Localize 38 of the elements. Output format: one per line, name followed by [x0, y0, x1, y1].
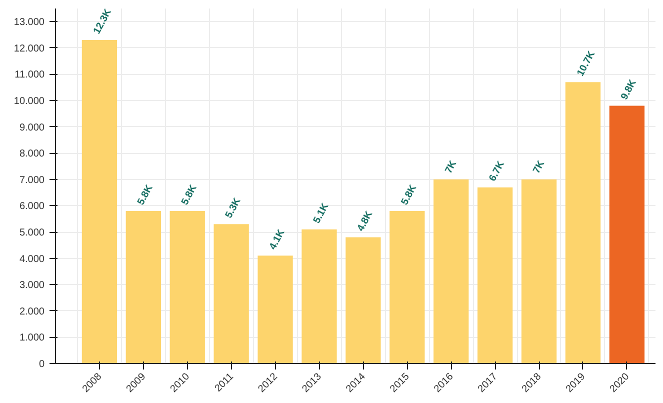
- data-label: 5.8K: [136, 182, 156, 207]
- data-label: 7K: [531, 158, 548, 176]
- bar: [214, 224, 249, 364]
- bar: [390, 210, 425, 364]
- y-tick-label: 8.000: [19, 148, 45, 160]
- y-tick-label: 12.000: [14, 43, 45, 54]
- y-tick-label: 6.000: [19, 201, 45, 212]
- bar: [258, 256, 293, 364]
- bar: [521, 179, 557, 364]
- data-label: 5.8K: [180, 182, 200, 207]
- y-tick-label: 2.000: [19, 306, 45, 318]
- data-label: 7K: [443, 158, 460, 176]
- y-tick-label: 13.000: [14, 17, 45, 28]
- data-label: 4.8K: [355, 208, 376, 234]
- y-tick-label: 3.000: [19, 280, 45, 292]
- data-label: 5.3K: [224, 196, 244, 220]
- data-label: 6.7K: [487, 158, 508, 184]
- bar: [346, 237, 381, 364]
- y-tick-label: 0: [38, 359, 45, 370]
- bar: [609, 106, 645, 364]
- y-tick-label: 1.000: [19, 332, 45, 344]
- data-label: 9.8K: [619, 77, 640, 102]
- y-tick-label: 4.000: [19, 254, 45, 265]
- bar: [302, 229, 337, 364]
- bar: [126, 210, 161, 364]
- y-tick-label: 10.000: [14, 96, 45, 108]
- bar: [565, 82, 601, 364]
- bar: [477, 187, 513, 364]
- y-tick-label: 7.000: [19, 174, 45, 186]
- data-label: 5.1K: [312, 200, 332, 226]
- bar: [434, 179, 469, 364]
- bar: [170, 210, 205, 364]
- bar: [82, 40, 118, 364]
- data-label: 4.1K: [268, 227, 288, 252]
- y-tick-label: 11.000: [14, 70, 45, 81]
- data-label: 5.8K: [399, 182, 420, 207]
- y-tick-label: 9.000: [19, 122, 45, 134]
- y-tick-label: 5.000: [19, 228, 45, 239]
